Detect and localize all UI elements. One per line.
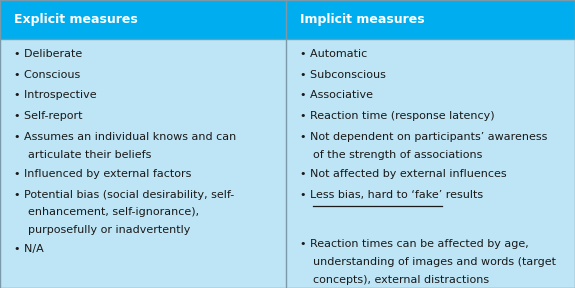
Text: concepts), external distractions: concepts), external distractions: [313, 275, 489, 285]
Text: • Self-report: • Self-report: [14, 111, 83, 121]
Text: Implicit measures: Implicit measures: [300, 13, 425, 26]
Text: • Deliberate: • Deliberate: [14, 49, 83, 59]
Text: of the strength of associations: of the strength of associations: [313, 150, 483, 160]
Text: • Subconscious: • Subconscious: [300, 70, 386, 80]
Text: • Less bias, hard to ‘fake’ results: • Less bias, hard to ‘fake’ results: [300, 190, 483, 200]
Text: • Conscious: • Conscious: [14, 70, 81, 80]
Text: • Not affected by external influences: • Not affected by external influences: [300, 169, 507, 179]
Text: • Assumes an individual knows and can: • Assumes an individual knows and can: [14, 132, 237, 142]
Text: • N/A: • N/A: [14, 244, 44, 254]
Text: • Potential bias (social desirability, self-: • Potential bias (social desirability, s…: [14, 190, 235, 200]
Bar: [0, 0, 286, 39]
Text: • Influenced by external factors: • Influenced by external factors: [14, 169, 191, 179]
Text: • Associative: • Associative: [300, 90, 373, 101]
Text: Explicit measures: Explicit measures: [14, 13, 138, 26]
Text: articulate their beliefs: articulate their beliefs: [28, 150, 151, 160]
Text: • Not dependent on participants’ awareness: • Not dependent on participants’ awarene…: [300, 132, 547, 142]
Text: enhancement, self-ignorance),: enhancement, self-ignorance),: [28, 207, 199, 217]
Bar: [286, 0, 575, 39]
Text: • Reaction times can be affected by age,: • Reaction times can be affected by age,: [300, 239, 529, 249]
Text: understanding of images and words (target: understanding of images and words (targe…: [313, 257, 557, 267]
Text: • Reaction time (response latency): • Reaction time (response latency): [300, 111, 494, 121]
Text: • Introspective: • Introspective: [14, 90, 97, 101]
Text: • Automatic: • Automatic: [300, 49, 367, 59]
Text: purposefully or inadvertently: purposefully or inadvertently: [28, 225, 190, 235]
